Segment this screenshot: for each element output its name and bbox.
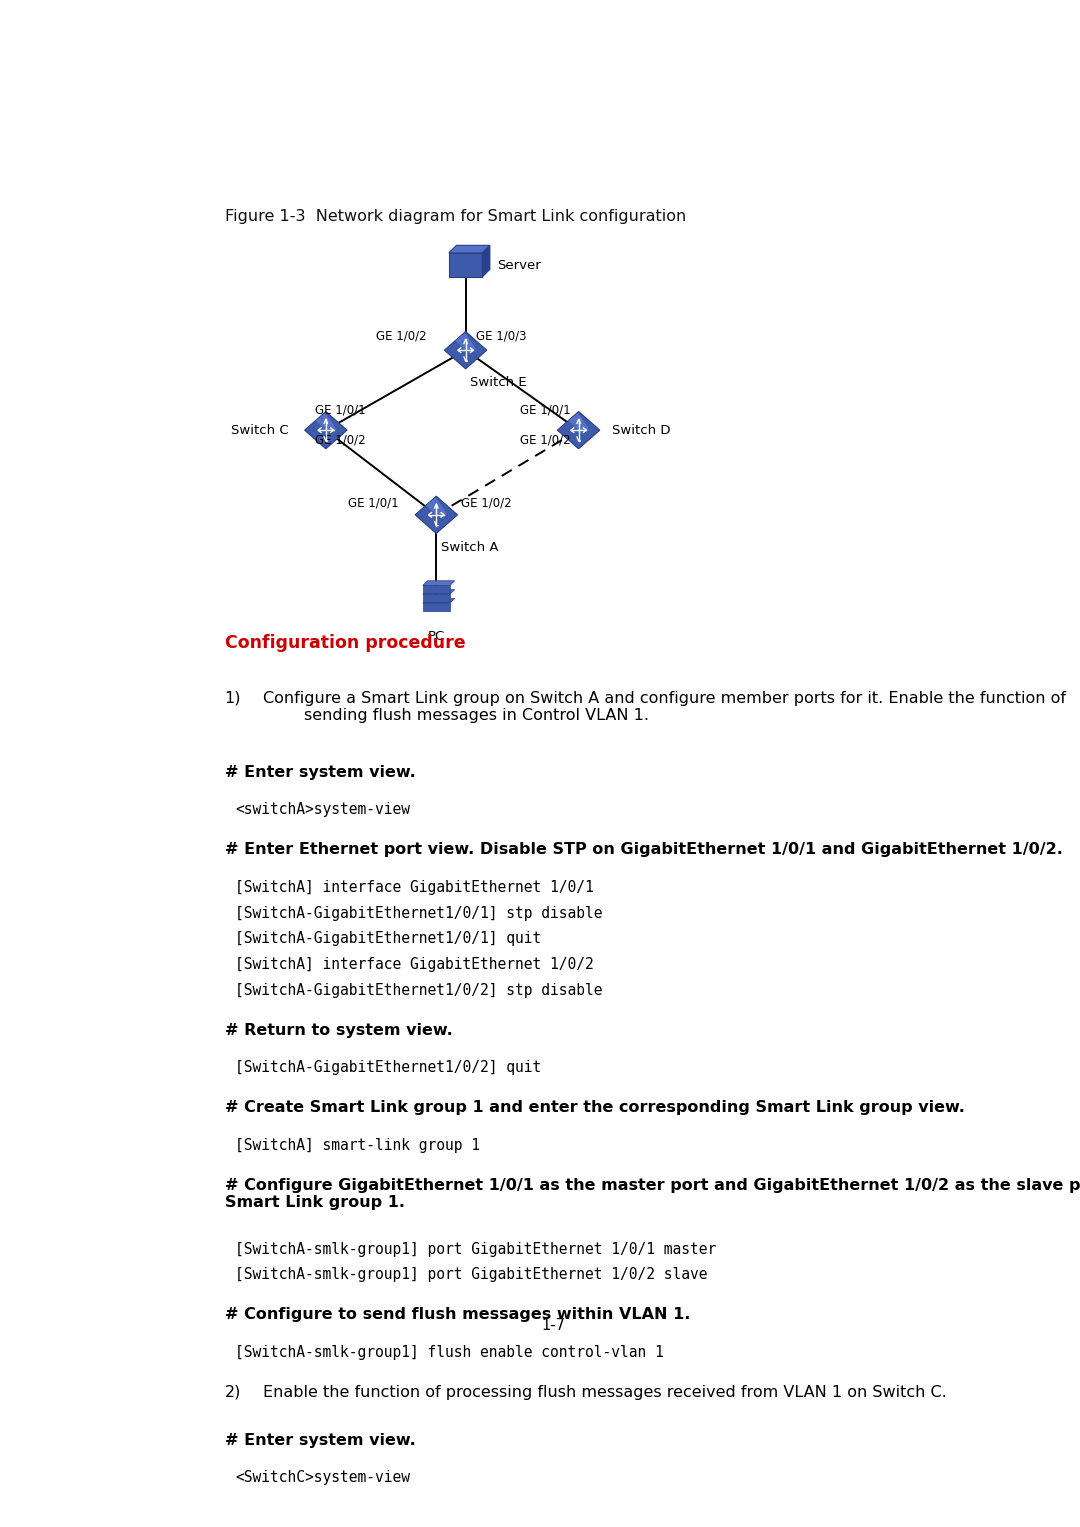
Polygon shape xyxy=(557,412,599,449)
Text: [SwitchA-GigabitEthernet1/0/2] quit: [SwitchA-GigabitEthernet1/0/2] quit xyxy=(235,1060,542,1075)
Text: 2): 2) xyxy=(225,1385,241,1400)
Text: 1): 1) xyxy=(225,690,241,705)
Text: [SwitchA] interface GigabitEthernet 1/0/2: [SwitchA] interface GigabitEthernet 1/0/… xyxy=(235,957,594,973)
Text: Enable the function of processing flush messages received from VLAN 1 on Switch : Enable the function of processing flush … xyxy=(264,1385,947,1400)
Polygon shape xyxy=(568,412,590,431)
Text: [SwitchA-smlk-group1] flush enable control-vlan 1: [SwitchA-smlk-group1] flush enable contr… xyxy=(235,1345,664,1361)
Text: <switchA>system-view: <switchA>system-view xyxy=(235,802,410,817)
Text: Switch A: Switch A xyxy=(441,541,498,554)
Text: # Enter Ethernet port view. Disable STP on GigabitEthernet 1/0/1 and GigabitEthe: # Enter Ethernet port view. Disable STP … xyxy=(225,843,1063,857)
Polygon shape xyxy=(315,412,337,431)
Text: [SwitchA-GigabitEthernet1/0/2] stp disable: [SwitchA-GigabitEthernet1/0/2] stp disab… xyxy=(235,983,603,997)
Polygon shape xyxy=(422,585,450,594)
Text: [SwitchA] interface GigabitEthernet 1/0/1: [SwitchA] interface GigabitEthernet 1/0/… xyxy=(235,880,594,895)
Text: 1-7: 1-7 xyxy=(541,1318,566,1333)
Text: Switch C: Switch C xyxy=(230,423,288,437)
Text: # Create Smart Link group 1 and enter the corresponding Smart Link group view.: # Create Smart Link group 1 and enter th… xyxy=(225,1101,964,1115)
Text: Server: Server xyxy=(498,260,541,272)
Text: Figure 1-3  Network diagram for Smart Link configuration: Figure 1-3 Network diagram for Smart Lin… xyxy=(225,209,686,224)
Polygon shape xyxy=(449,253,483,276)
Text: GE 1/0/1: GE 1/0/1 xyxy=(521,403,570,417)
Text: GE 1/0/2: GE 1/0/2 xyxy=(461,496,512,510)
Text: Configure a Smart Link group on Switch A and configure member ports for it. Enab: Configure a Smart Link group on Switch A… xyxy=(264,690,1066,724)
Polygon shape xyxy=(445,331,487,370)
Text: GE 1/0/1: GE 1/0/1 xyxy=(348,496,399,510)
Polygon shape xyxy=(456,333,476,351)
Polygon shape xyxy=(422,580,455,585)
Polygon shape xyxy=(422,599,455,603)
Polygon shape xyxy=(422,594,450,602)
Text: # Configure GigabitEthernet 1/0/1 as the master port and GigabitEthernet 1/0/2 a: # Configure GigabitEthernet 1/0/1 as the… xyxy=(225,1177,1080,1211)
Polygon shape xyxy=(449,246,490,253)
Text: # Return to system view.: # Return to system view. xyxy=(225,1023,453,1038)
Text: Switch D: Switch D xyxy=(612,423,671,437)
Polygon shape xyxy=(483,246,490,276)
Polygon shape xyxy=(427,498,447,516)
Polygon shape xyxy=(305,412,347,449)
Text: # Enter system view.: # Enter system view. xyxy=(225,1432,416,1448)
Text: GE 1/0/2: GE 1/0/2 xyxy=(521,434,570,446)
Text: # Configure to send flush messages within VLAN 1.: # Configure to send flush messages withi… xyxy=(225,1307,690,1322)
Text: GE 1/0/2: GE 1/0/2 xyxy=(314,434,365,446)
Text: [SwitchA-smlk-group1] port GigabitEthernet 1/0/1 master: [SwitchA-smlk-group1] port GigabitEthern… xyxy=(235,1241,717,1257)
Text: GE 1/0/3: GE 1/0/3 xyxy=(476,330,527,342)
Text: [SwitchA] smart-link group 1: [SwitchA] smart-link group 1 xyxy=(235,1138,481,1153)
Text: Configuration procedure: Configuration procedure xyxy=(225,634,465,652)
Text: [SwitchA-GigabitEthernet1/0/1] stp disable: [SwitchA-GigabitEthernet1/0/1] stp disab… xyxy=(235,906,603,921)
Text: GE 1/0/1: GE 1/0/1 xyxy=(314,403,365,417)
Text: Switch E: Switch E xyxy=(470,376,526,389)
Polygon shape xyxy=(422,603,450,611)
Polygon shape xyxy=(415,496,458,533)
Text: [SwitchA-GigabitEthernet1/0/1] quit: [SwitchA-GigabitEthernet1/0/1] quit xyxy=(235,931,542,947)
Text: PC: PC xyxy=(428,631,445,643)
Text: GE 1/0/2: GE 1/0/2 xyxy=(376,330,427,342)
Text: [SwitchA-smlk-group1] port GigabitEthernet 1/0/2 slave: [SwitchA-smlk-group1] port GigabitEthern… xyxy=(235,1267,708,1283)
Text: # Enter system view.: # Enter system view. xyxy=(225,765,416,780)
Polygon shape xyxy=(422,589,455,594)
Text: <SwitchC>system-view: <SwitchC>system-view xyxy=(235,1471,410,1486)
